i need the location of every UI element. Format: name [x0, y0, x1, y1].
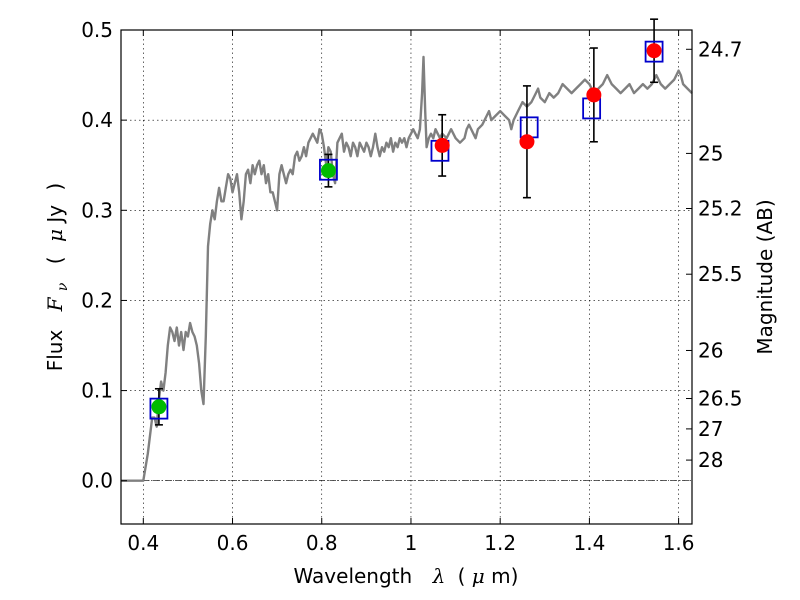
- observed-point-red: [434, 137, 450, 153]
- y-axis-label-unit: Jy: [43, 205, 67, 225]
- plot-frame: [120, 29, 693, 525]
- x-tick-label: 1: [405, 531, 418, 555]
- observed-point-red: [586, 87, 602, 103]
- observed-point-red: [519, 134, 535, 150]
- x-axis-label: Wavelength λ ( μ m): [294, 564, 519, 588]
- x-axis-label-mu: μ: [472, 564, 485, 588]
- y2-tick-label: 25.5: [698, 262, 743, 286]
- x-axis-label-word: Wavelength: [294, 564, 413, 588]
- x-tick-label: 1.4: [573, 531, 605, 555]
- y2-tick-label: 28: [698, 448, 723, 472]
- x-tick-label: 0.4: [127, 531, 159, 555]
- x-axis-label-open-paren: (: [458, 564, 466, 588]
- observed-points: [151, 43, 662, 415]
- y-axis-label: Flux F ν ( μ Jy ): [43, 183, 72, 372]
- x-tick-label: 0.8: [306, 531, 338, 555]
- error-bars: [154, 18, 659, 426]
- y-tick-label: 0.5: [81, 18, 113, 42]
- observed-point-red: [646, 43, 662, 59]
- model-boxes: [149, 40, 664, 420]
- y-axis-label-symbol: F: [43, 296, 67, 312]
- y-axis-label-close-paren: ): [43, 183, 67, 191]
- observed-point-green: [320, 163, 336, 179]
- x-axis-label-unit: m): [491, 564, 518, 588]
- y2-axis-label: Magnitude (AB): [753, 199, 777, 354]
- y-axis-label-subscript: ν: [55, 282, 71, 291]
- y-axis-label-word: Flux: [43, 330, 67, 372]
- y-tick-label: 0.0: [81, 469, 113, 493]
- y2-tick-label: 24.7: [698, 37, 743, 61]
- y-axis-label-mu: μ: [43, 229, 67, 242]
- model-box: [149, 397, 169, 420]
- y-tick-label: 0.2: [81, 288, 113, 312]
- y2-tick-label: 25: [698, 141, 723, 165]
- y2-tick-label: 26: [698, 338, 723, 362]
- y2-tick-label: 26.5: [698, 387, 743, 411]
- x-tick-label: 1.2: [484, 531, 516, 555]
- model-box: [644, 40, 664, 63]
- y2-tick-label: 25.2: [698, 196, 743, 220]
- y-tick-label: 0.4: [81, 108, 113, 132]
- y-axis-label-open-paren: (: [43, 256, 67, 264]
- axis-ticks: 0.4 0.6 0.8 1 1.2 1.4 1.6 0.0 0.1 0.2 0.3 0.4 0.5 24.…: [81, 18, 742, 555]
- model-box: [319, 158, 338, 181]
- y-tick-label: 0.1: [81, 379, 113, 403]
- template-spectrum-line: [121, 55, 693, 482]
- y2-tick-label: 27: [698, 417, 723, 441]
- x-tick-label: 0.6: [217, 531, 249, 555]
- observed-point-green: [151, 399, 167, 415]
- y-tick-label: 0.3: [81, 198, 113, 222]
- x-tick-label: 1.6: [663, 531, 695, 555]
- x-axis-label-symbol: λ: [432, 564, 446, 588]
